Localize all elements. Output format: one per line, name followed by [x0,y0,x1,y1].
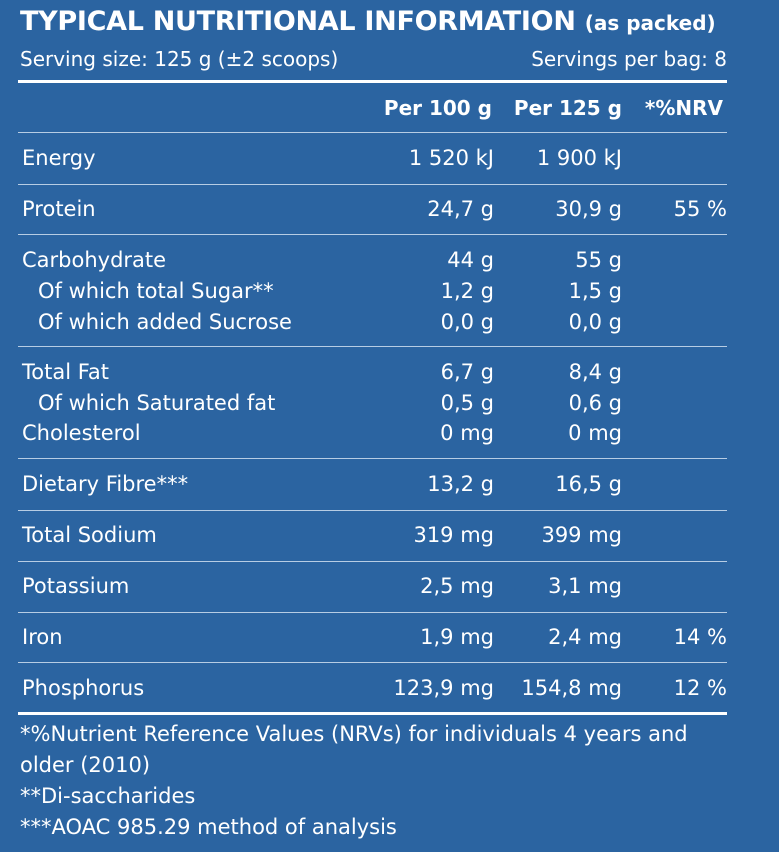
footer-divider [18,712,727,715]
row-label: Total Fat [22,360,109,384]
row-label: Protein [22,197,96,221]
value-per-100g: 13,2 g [427,472,494,496]
value-per-125g: 0,0 g [568,310,622,334]
value-per-100g: 319 mg [413,523,494,547]
title-main: TYPICAL NUTRITIONAL INFORMATION [20,6,576,37]
value-per-125g: 3,1 mg [548,574,622,598]
value-per-100g: 1 520 kJ [408,146,494,170]
value-per-125g: 1 900 kJ [536,146,622,170]
row-label: Dietary Fibre*** [22,472,189,496]
col-header-per-125g: Per 125 g [513,96,622,120]
value-per-100g: 6,7 g [440,360,494,384]
value-nrv: 12 % [673,676,727,700]
value-per-125g: 0,6 g [568,391,622,415]
value-nrv: 14 % [673,625,727,649]
row-label: Total Sodium [22,523,157,547]
value-per-125g: 399 mg [541,523,622,547]
row-label: Cholesterol [22,421,141,445]
row-label: Iron [22,625,63,649]
panel-title: TYPICAL NUTRITIONAL INFORMATION (as pack… [20,6,716,37]
row-label: Energy [22,146,96,170]
value-nrv: 55 % [673,197,727,221]
value-per-100g: 44 g [447,248,494,272]
value-per-125g: 154,8 mg [521,676,622,700]
row-divider [18,458,727,459]
footnote-aoac: ***AOAC 985.29 method of analysis [20,815,397,839]
value-per-125g: 16,5 g [555,472,622,496]
value-per-125g: 1,5 g [568,279,622,303]
row-label: Potassium [22,574,130,598]
row-label: Carbohydrate [22,248,167,272]
row-divider [18,346,727,347]
value-per-125g: 8,4 g [568,360,622,384]
serving-size: Serving size: 125 g (±2 scoops) [20,47,339,71]
row-label: Phosphorus [22,676,145,700]
row-divider [18,184,727,185]
footnote-nrv: *%Nutrient Reference Values (NRVs) for i… [20,722,688,746]
value-per-100g: 123,9 mg [393,676,494,700]
row-divider [18,561,727,562]
value-per-100g: 1,9 mg [420,625,494,649]
col-header-per-100g: Per 100 g [383,96,492,120]
footnote-disaccharides: **Di-saccharides [20,784,196,808]
row-divider [18,234,727,235]
value-per-100g: 2,5 mg [420,574,494,598]
servings-per-bag: Servings per bag: 8 [531,47,727,71]
row-divider [18,132,727,133]
value-per-125g: 2,4 mg [548,625,622,649]
title-suffix: (as packed) [584,11,716,35]
header-divider [18,80,727,83]
row-divider [18,612,727,613]
value-per-125g: 55 g [575,248,622,272]
value-per-125g: 0 mg [568,421,622,445]
serving-info: Serving size: 125 g (±2 scoops) Servings… [20,47,727,71]
row-divider [18,510,727,511]
row-label: Of which total Sugar** [38,279,274,303]
footnote-nrv-cont: older (2010) [20,753,151,777]
value-per-125g: 30,9 g [555,197,622,221]
row-label: Of which added Sucrose [38,310,292,334]
value-per-100g: 24,7 g [427,197,494,221]
value-per-100g: 0 mg [440,421,494,445]
value-per-100g: 0,0 g [440,310,494,334]
row-divider [18,662,727,663]
value-per-100g: 1,2 g [440,279,494,303]
value-per-100g: 0,5 g [440,391,494,415]
row-label: Of which Saturated fat [38,391,276,415]
col-header-nrv: *%NRV [644,96,723,120]
